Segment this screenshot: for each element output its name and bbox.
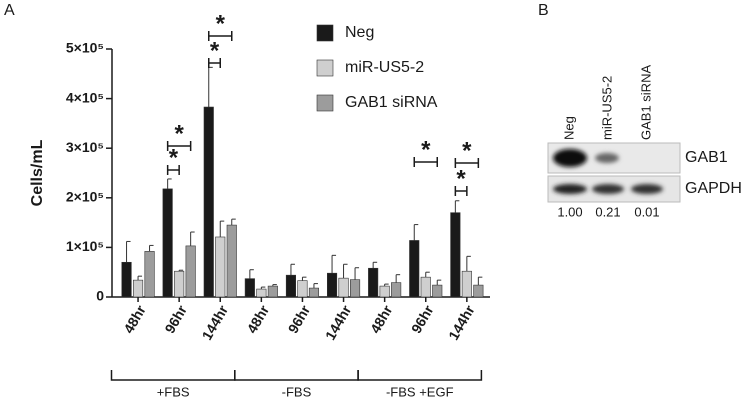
legend-label: Neg xyxy=(345,24,374,41)
significance-bracket xyxy=(208,31,233,41)
x-tick-label: 96hr xyxy=(408,302,437,336)
band xyxy=(553,184,587,194)
band-label: GAB1 xyxy=(685,149,728,166)
lane-label: miR-US5-2 xyxy=(599,76,614,140)
significance-star: * xyxy=(169,144,179,171)
lane-label: GAB1 siRNA xyxy=(638,65,653,140)
bar xyxy=(144,251,155,298)
group-bracket xyxy=(234,370,359,381)
group-label: +FBS xyxy=(157,384,190,399)
bar xyxy=(473,284,484,298)
bar xyxy=(308,287,320,298)
legend-swatch xyxy=(316,24,334,42)
bar xyxy=(368,267,379,298)
bar xyxy=(226,224,237,298)
y-tick-label: 2×10⁵ xyxy=(66,189,104,205)
panel-label: A xyxy=(4,2,15,19)
y-tick-label: 4×10⁵ xyxy=(66,89,104,105)
blot xyxy=(547,142,681,203)
bar xyxy=(256,288,267,298)
significance-bracket xyxy=(454,186,468,196)
x-tick-label: 96hr xyxy=(285,302,314,336)
x-tick-label: 144hr xyxy=(199,302,232,343)
bar xyxy=(326,272,338,298)
bar xyxy=(349,279,361,298)
group-bracket xyxy=(110,370,236,381)
bar xyxy=(185,245,196,298)
significance-star: * xyxy=(456,165,466,192)
bar xyxy=(174,270,185,298)
band xyxy=(553,149,587,167)
x-tick-label: 144hr xyxy=(322,302,355,343)
quantification: 0.01 xyxy=(634,204,659,219)
quantification: 1.00 xyxy=(557,204,582,219)
bar xyxy=(450,212,461,298)
x-tick-label: 48hr xyxy=(244,302,273,336)
legend-label: GAB1 siRNA xyxy=(345,94,438,111)
quantification: 0.21 xyxy=(595,204,620,219)
bar xyxy=(338,277,349,298)
significance-bracket xyxy=(208,58,221,68)
bar xyxy=(409,240,420,298)
band-label: GAPDH xyxy=(685,180,742,197)
x-tick-label: 144hr xyxy=(445,302,478,343)
bar xyxy=(215,236,226,298)
legend-label: miR-US5-2 xyxy=(345,59,424,76)
significance-bracket xyxy=(166,165,180,175)
bar xyxy=(244,278,255,298)
significance-bracket xyxy=(454,158,480,168)
y-tick-label: 5×10⁵ xyxy=(66,40,104,56)
bar xyxy=(461,270,472,298)
significance-star: * xyxy=(216,10,226,37)
y-axis-label: Cells/mL xyxy=(29,139,46,206)
significance-star: * xyxy=(462,137,472,164)
x-tick-label: 96hr xyxy=(161,302,190,336)
significance-star: * xyxy=(421,136,431,163)
significance-star: * xyxy=(174,120,184,147)
legend-swatch xyxy=(316,59,334,77)
band xyxy=(592,184,624,194)
bar xyxy=(133,279,144,298)
group-label: -FBS +EGF xyxy=(386,384,454,399)
x-tick-label: 48hr xyxy=(120,302,149,336)
y-tick-label: 0 xyxy=(96,288,104,304)
y-tick-label: 1×10⁵ xyxy=(66,238,104,254)
panel-label: B xyxy=(538,2,549,19)
x-tick-label: 48hr xyxy=(367,302,396,336)
bar xyxy=(121,261,132,298)
bar xyxy=(267,285,278,298)
band xyxy=(631,184,663,194)
bar xyxy=(391,282,402,298)
bar xyxy=(379,285,390,298)
significance-bracket xyxy=(166,141,192,151)
bar xyxy=(162,188,173,298)
significance-star: * xyxy=(210,37,220,64)
bar xyxy=(420,276,431,298)
legend-swatch xyxy=(316,94,334,112)
y-tick-label: 3×10⁵ xyxy=(66,139,104,155)
bar xyxy=(432,284,443,298)
group-bracket xyxy=(357,370,483,381)
bar xyxy=(203,106,214,298)
significance-bracket xyxy=(413,157,438,167)
bar xyxy=(297,280,308,298)
band xyxy=(595,153,619,163)
bar xyxy=(285,274,297,298)
group-label: -FBS xyxy=(282,384,312,399)
lane-label: Neg xyxy=(561,116,576,140)
